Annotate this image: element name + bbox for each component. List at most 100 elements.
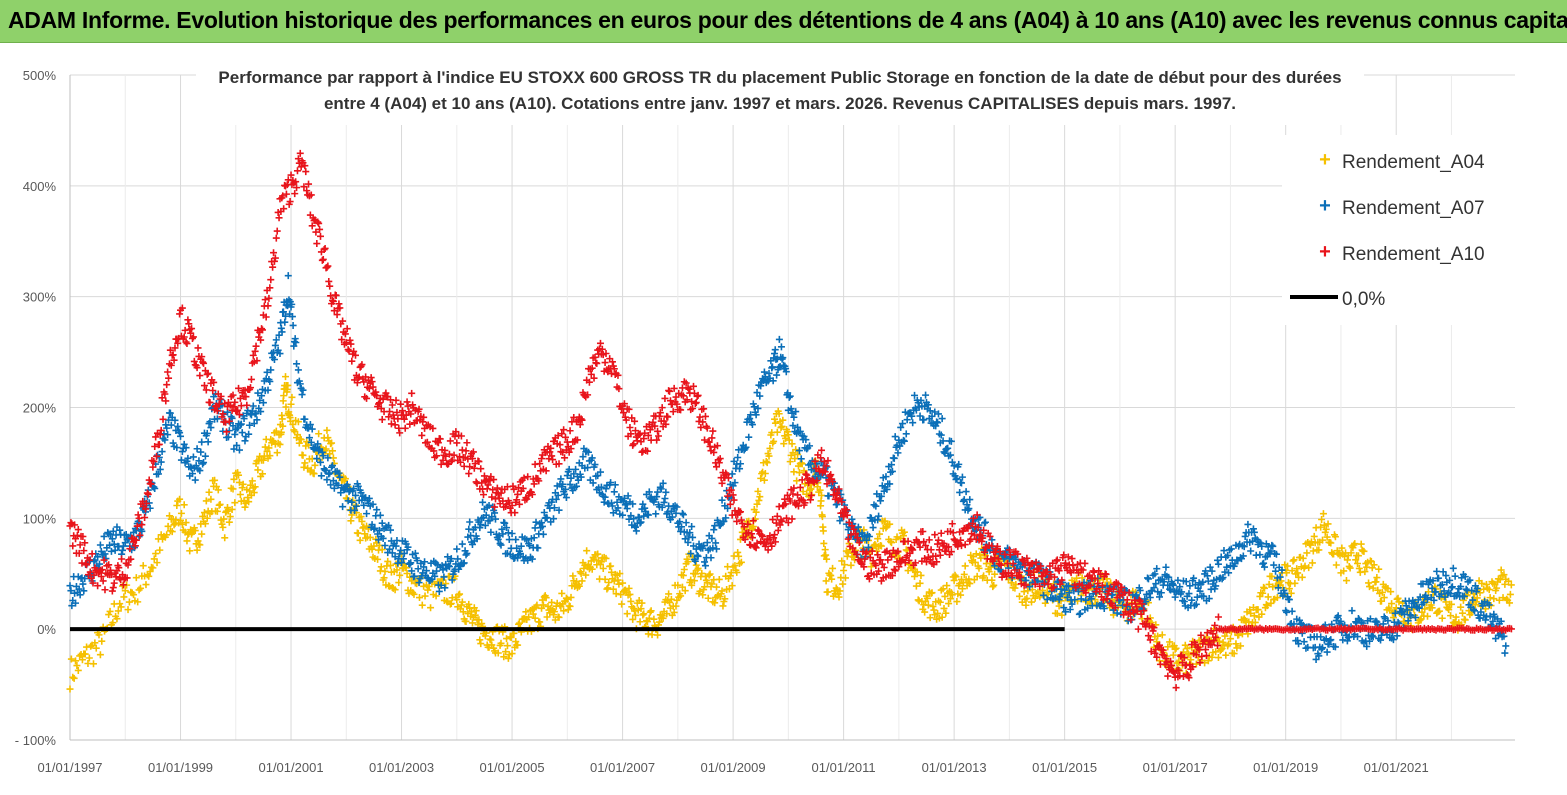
point-a10 [187,329,195,337]
point-a07 [1039,591,1047,599]
point-a10 [82,560,90,568]
point-a04 [578,577,586,585]
point-a07 [486,517,494,525]
point-a04 [597,558,605,566]
point-a04 [1250,612,1258,620]
point-a04 [663,610,671,618]
point-a04 [1373,574,1381,582]
point-a07 [1446,576,1454,584]
point-a04 [1447,612,1455,620]
point-a04 [266,452,274,460]
point-a07 [554,491,562,499]
point-a07 [505,536,513,544]
point-a07 [731,479,739,487]
point-a04 [704,594,712,602]
point-a04 [251,483,259,491]
point-a07 [284,302,292,310]
point-a04 [636,618,644,626]
point-a07 [422,567,430,575]
point-a07 [934,419,942,427]
point-a04 [366,533,374,541]
point-a07 [158,448,166,456]
point-a04 [795,469,803,477]
point-a07 [768,363,776,371]
point-a07 [1077,595,1085,603]
point-a04 [300,463,308,471]
point-a07 [498,525,506,533]
point-a04 [1293,565,1301,573]
point-a04 [911,572,919,580]
point-a07 [678,509,686,517]
point-a07 [712,539,720,547]
point-a07 [1061,586,1069,594]
point-a04 [1472,598,1480,606]
point-a04 [522,608,530,616]
point-a04 [78,656,86,664]
point-a07 [676,518,684,526]
point-a04 [1078,574,1086,582]
point-a07 [1225,569,1233,577]
point-a07 [1283,608,1291,616]
point-a10 [153,452,161,460]
point-a04 [1497,566,1505,574]
point-a07 [1274,584,1282,592]
point-a07 [213,415,221,423]
point-a07 [786,392,794,400]
point-a07 [250,419,258,427]
point-a07 [288,300,296,308]
point-a04 [1428,604,1436,612]
point-a04 [500,653,508,661]
point-a04 [341,475,349,483]
point-a07 [672,509,680,517]
chart-title-line2: entre 4 (A04) et 10 ans (A10). Cotations… [324,94,1236,113]
point-a07 [561,485,569,493]
point-a04 [254,466,262,474]
point-a10 [141,513,149,521]
point-a04 [459,608,467,616]
point-a07 [760,368,768,376]
point-a07 [1223,563,1231,571]
point-a07 [1214,556,1222,564]
point-a07 [1461,573,1469,581]
point-a04 [684,558,692,566]
point-a07 [640,512,648,520]
point-a04 [694,564,702,572]
point-a07 [305,424,313,432]
point-a04 [936,598,944,606]
point-a10 [101,586,109,594]
point-a04 [85,654,93,662]
point-a07 [363,510,371,518]
point-a07 [1411,599,1419,607]
point-a10 [178,304,186,312]
point-a07 [76,591,84,599]
x-tick-label: 01/01/2013 [922,760,987,775]
point-a07 [1278,566,1286,574]
point-a07 [953,475,961,483]
point-a04 [455,591,463,599]
point-a04 [626,590,634,598]
chart-title-block: Performance par rapport à l'indice EU ST… [196,65,1364,125]
point-a07 [794,423,802,431]
point-a04 [1342,577,1350,585]
point-a04 [991,570,999,578]
point-a07 [963,501,971,509]
point-a07 [106,541,114,549]
point-a04 [674,581,682,589]
point-a04 [76,652,84,660]
point-a07 [299,386,307,394]
point-a04 [928,589,936,597]
point-a04 [819,527,827,535]
point-a04 [328,447,336,455]
point-a07 [908,412,916,420]
point-a04 [1175,658,1183,666]
point-a07 [779,354,787,362]
point-a07 [922,391,930,399]
point-a04 [1343,556,1351,564]
point-a07 [736,465,744,473]
point-a10 [188,325,196,333]
point-a07 [406,560,414,568]
point-a07 [68,602,76,610]
point-a07 [1317,633,1325,641]
point-a04 [1221,632,1229,640]
point-a04 [917,571,925,579]
